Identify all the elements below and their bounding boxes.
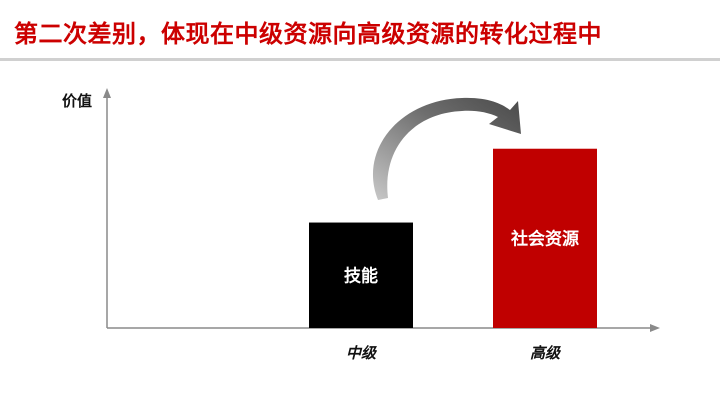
bar-label-mid: 技能: [344, 265, 378, 286]
y-axis-label: 价值: [62, 92, 93, 110]
bar-high: [493, 148, 597, 328]
x-tick-label-high: 高级: [530, 344, 562, 362]
bar-mid: [309, 222, 413, 328]
title-divider: [0, 58, 720, 61]
y-axis-arrowhead: [103, 88, 111, 98]
bar-label-high: 社会资源: [510, 228, 579, 249]
bars-group: 技能 社会资源: [309, 148, 597, 328]
x-tick-labels: 中级 高级: [346, 344, 562, 362]
slide-title: 第二次差别，体现在中级资源向高级资源的转化过程中: [14, 20, 602, 48]
x-axis-arrowhead: [650, 324, 660, 332]
transition-arrow: [372, 97, 521, 200]
x-tick-label-mid: 中级: [346, 344, 378, 362]
